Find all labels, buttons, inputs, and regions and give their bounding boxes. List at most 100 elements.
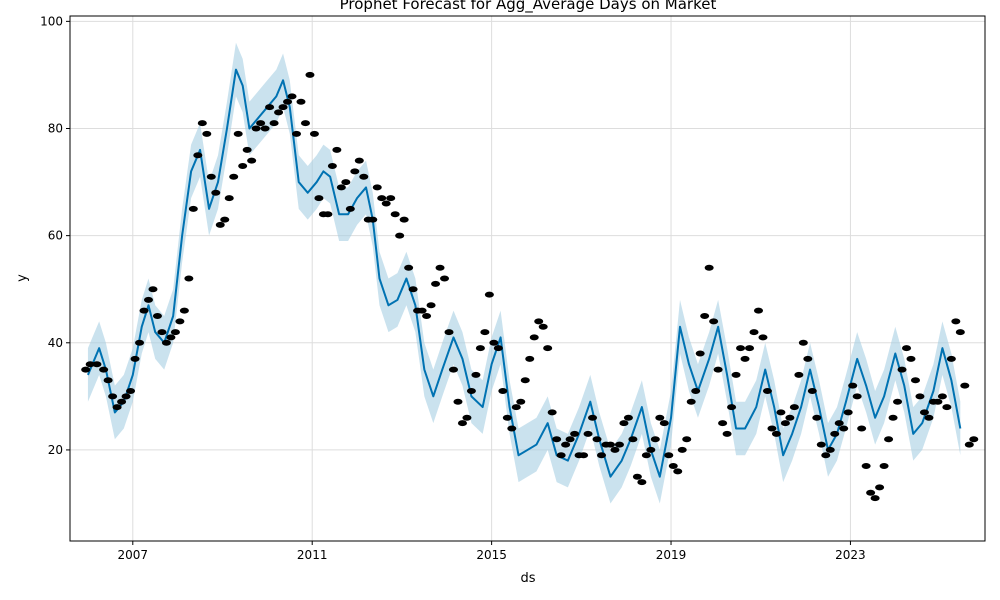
observed-point bbox=[426, 302, 436, 309]
observed-point bbox=[408, 286, 418, 293]
observed-point bbox=[704, 264, 714, 271]
observed-point bbox=[969, 436, 979, 443]
observed-point bbox=[274, 109, 284, 116]
observed-point bbox=[309, 130, 319, 137]
observed-point bbox=[359, 173, 369, 180]
observed-point bbox=[260, 125, 270, 132]
observed-point bbox=[718, 420, 728, 427]
observed-point bbox=[197, 120, 207, 127]
x-axis-ticks: 2007 2011 2015 2019 2023 bbox=[118, 541, 866, 562]
observed-point bbox=[170, 329, 180, 336]
observed-point bbox=[283, 98, 293, 105]
observed-point bbox=[166, 334, 176, 341]
observed-point bbox=[529, 334, 539, 341]
observed-point bbox=[794, 371, 804, 378]
observed-point bbox=[619, 420, 629, 427]
observed-point bbox=[81, 366, 91, 373]
observed-point bbox=[175, 318, 185, 325]
observed-point bbox=[193, 152, 203, 159]
observed-point bbox=[682, 436, 692, 443]
observed-point bbox=[570, 430, 580, 437]
observed-point bbox=[583, 430, 593, 437]
observed-point bbox=[489, 339, 499, 346]
observed-point bbox=[632, 473, 642, 480]
observed-point bbox=[579, 452, 589, 459]
observed-point bbox=[668, 463, 678, 469]
observed-point bbox=[395, 232, 405, 239]
observed-point bbox=[821, 452, 831, 459]
observed-point bbox=[789, 404, 799, 411]
observed-point bbox=[179, 307, 189, 314]
x-tick-label: 2015 bbox=[476, 548, 507, 562]
observed-point bbox=[776, 409, 786, 416]
observed-point bbox=[762, 388, 772, 394]
observed-point bbox=[955, 329, 965, 336]
observed-point bbox=[745, 345, 755, 352]
observed-point bbox=[731, 371, 741, 378]
observed-point bbox=[466, 388, 476, 394]
observed-point bbox=[870, 495, 880, 502]
observed-point bbox=[484, 291, 494, 298]
observed-point bbox=[700, 313, 710, 319]
observed-point bbox=[103, 377, 113, 384]
observed-point bbox=[552, 436, 562, 443]
observed-point bbox=[964, 441, 974, 448]
observed-point bbox=[538, 323, 548, 330]
observed-point bbox=[498, 388, 508, 394]
observed-point bbox=[543, 345, 553, 352]
x-tick-label: 2011 bbox=[297, 548, 328, 562]
y-axis-label: y bbox=[15, 274, 30, 282]
observed-point bbox=[879, 463, 889, 469]
observed-point bbox=[857, 425, 867, 432]
observed-point bbox=[435, 264, 445, 271]
observed-point bbox=[381, 200, 391, 207]
observed-point bbox=[798, 339, 808, 346]
y-tick-label: 80 bbox=[48, 122, 63, 136]
observed-point bbox=[664, 452, 674, 459]
observed-point bbox=[915, 393, 925, 400]
uncertainty-band-area bbox=[87, 42, 961, 504]
observed-point bbox=[399, 216, 409, 223]
observed-point bbox=[305, 71, 315, 78]
observed-point bbox=[556, 452, 566, 459]
observed-point bbox=[135, 339, 145, 346]
observed-point bbox=[332, 146, 342, 153]
observed-point bbox=[736, 345, 746, 352]
observed-point bbox=[525, 355, 535, 362]
y-tick-label: 40 bbox=[48, 336, 63, 350]
observed-point bbox=[906, 355, 916, 362]
observed-point bbox=[256, 120, 266, 127]
observed-point bbox=[641, 452, 651, 459]
observed-point bbox=[152, 313, 162, 319]
observed-point bbox=[327, 163, 337, 169]
x-tick-label: 2019 bbox=[656, 548, 687, 562]
observed-point bbox=[780, 420, 790, 427]
observed-point bbox=[677, 446, 687, 453]
observed-point bbox=[637, 479, 647, 486]
observed-point bbox=[848, 382, 858, 389]
observed-point bbox=[440, 275, 450, 282]
observed-point bbox=[211, 189, 221, 196]
observed-point bbox=[475, 345, 485, 352]
observed-point bbox=[902, 345, 912, 352]
observed-point bbox=[749, 329, 759, 336]
y-tick-label: 60 bbox=[48, 229, 63, 243]
observed-point bbox=[659, 420, 669, 427]
y-tick-label: 100 bbox=[40, 14, 63, 28]
observed-point bbox=[614, 441, 624, 448]
observed-point bbox=[368, 216, 378, 223]
x-axis-label: ds bbox=[520, 571, 535, 586]
observed-point bbox=[157, 329, 167, 336]
uncertainty-band bbox=[87, 42, 961, 504]
y-axis-ticks: 20 40 60 80 100 bbox=[40, 14, 70, 457]
observed-point bbox=[893, 398, 903, 405]
observed-point bbox=[448, 366, 458, 373]
observed-points bbox=[81, 71, 979, 502]
observed-point bbox=[803, 355, 813, 362]
observed-point bbox=[628, 436, 638, 443]
observed-point bbox=[713, 366, 723, 373]
observed-point bbox=[960, 382, 970, 389]
observed-point bbox=[695, 350, 705, 357]
observed-point bbox=[377, 195, 387, 202]
observed-point bbox=[224, 195, 234, 202]
